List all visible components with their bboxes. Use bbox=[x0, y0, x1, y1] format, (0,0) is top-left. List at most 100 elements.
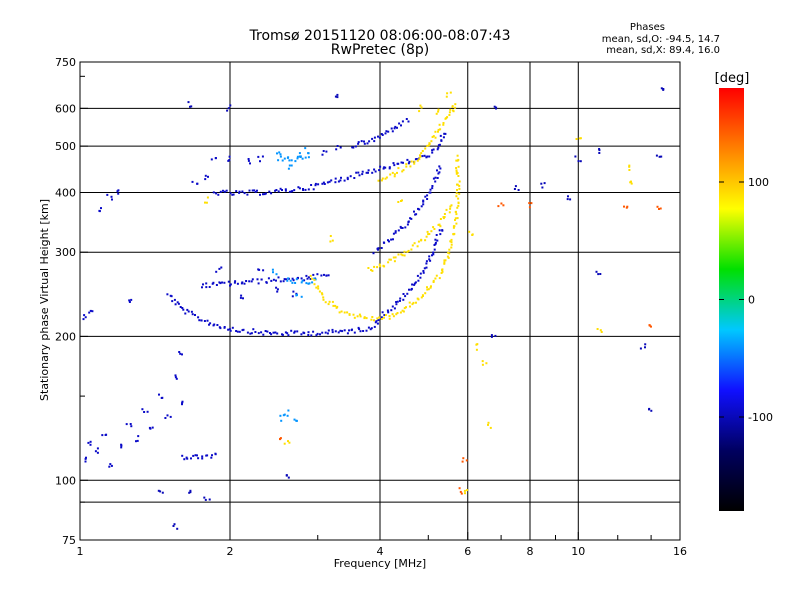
data-point bbox=[197, 457, 200, 460]
data-point bbox=[371, 269, 374, 272]
data-point bbox=[257, 332, 260, 335]
data-point bbox=[397, 229, 400, 232]
data-point bbox=[462, 457, 465, 460]
y-tick-label: 500 bbox=[55, 140, 76, 153]
data-point bbox=[358, 328, 361, 331]
y-tick-label: 750 bbox=[55, 56, 76, 69]
data-point bbox=[288, 159, 291, 162]
data-point bbox=[410, 248, 413, 251]
data-point bbox=[392, 232, 395, 235]
data-point bbox=[387, 311, 390, 314]
data-point bbox=[452, 110, 455, 113]
data-point bbox=[393, 307, 396, 310]
data-point bbox=[595, 270, 598, 273]
data-point bbox=[403, 254, 406, 257]
data-point bbox=[406, 223, 409, 226]
data-point bbox=[216, 324, 219, 326]
data-point bbox=[296, 293, 298, 296]
data-point bbox=[436, 148, 439, 151]
data-point bbox=[279, 187, 282, 190]
data-point bbox=[390, 238, 393, 241]
data-point bbox=[422, 271, 425, 274]
data-point bbox=[449, 207, 452, 210]
data-point bbox=[298, 155, 301, 158]
data-point bbox=[174, 376, 177, 379]
data-point bbox=[410, 160, 413, 163]
data-point bbox=[422, 295, 424, 297]
data-point bbox=[409, 217, 412, 220]
data-point bbox=[300, 277, 303, 280]
data-point bbox=[388, 258, 391, 261]
data-point bbox=[111, 198, 113, 201]
data-point bbox=[405, 118, 408, 120]
data-point bbox=[396, 312, 399, 314]
data-point bbox=[408, 160, 411, 163]
data-point bbox=[249, 162, 251, 165]
data-point bbox=[398, 122, 401, 125]
data-point bbox=[348, 329, 350, 332]
data-point bbox=[457, 204, 460, 207]
data-point bbox=[648, 408, 650, 411]
data-point bbox=[352, 313, 355, 316]
data-point bbox=[198, 319, 201, 322]
data-point bbox=[397, 201, 400, 203]
data-point bbox=[295, 292, 298, 295]
data-point bbox=[141, 408, 144, 411]
data-point bbox=[246, 193, 249, 196]
data-point bbox=[245, 280, 248, 282]
data-point bbox=[315, 334, 318, 337]
data-point bbox=[143, 411, 146, 413]
data-point bbox=[419, 154, 421, 157]
data-point bbox=[397, 167, 400, 170]
data-point bbox=[415, 301, 417, 304]
data-point bbox=[296, 157, 299, 160]
data-point bbox=[370, 327, 373, 330]
data-point bbox=[489, 426, 492, 429]
data-point bbox=[402, 293, 405, 295]
data-point bbox=[388, 315, 391, 318]
data-point bbox=[394, 230, 397, 233]
data-point bbox=[393, 164, 396, 167]
data-point bbox=[358, 313, 361, 316]
data-point bbox=[399, 299, 401, 302]
data-point bbox=[172, 525, 175, 527]
data-point bbox=[426, 286, 428, 289]
data-point bbox=[274, 189, 277, 192]
data-point bbox=[363, 317, 366, 320]
data-point bbox=[448, 211, 451, 214]
data-point bbox=[346, 332, 349, 335]
data-point bbox=[189, 491, 192, 494]
data-point bbox=[408, 288, 410, 291]
colorbar-tick-label: -100 bbox=[748, 411, 773, 424]
data-point bbox=[353, 177, 356, 179]
data-point bbox=[85, 456, 87, 459]
data-point bbox=[280, 419, 283, 422]
data-point bbox=[434, 176, 437, 179]
data-point bbox=[291, 281, 294, 284]
data-point bbox=[235, 190, 238, 193]
data-point bbox=[381, 311, 384, 314]
data-point bbox=[125, 423, 128, 426]
data-point bbox=[399, 311, 402, 314]
data-point bbox=[541, 186, 544, 189]
data-point bbox=[427, 144, 430, 147]
data-point bbox=[219, 282, 222, 285]
y-tick-label: 400 bbox=[55, 186, 76, 199]
data-point bbox=[650, 409, 653, 412]
data-point bbox=[311, 281, 314, 284]
data-point bbox=[283, 413, 286, 416]
data-point bbox=[416, 159, 419, 162]
data-point bbox=[639, 347, 642, 350]
data-point bbox=[294, 282, 297, 284]
data-point bbox=[243, 282, 246, 285]
data-point bbox=[436, 169, 438, 172]
data-point bbox=[659, 207, 662, 210]
data-point bbox=[379, 265, 382, 268]
data-point bbox=[424, 292, 427, 295]
data-point bbox=[251, 189, 254, 192]
data-point bbox=[283, 442, 286, 445]
y-tick-label: 200 bbox=[55, 330, 76, 343]
data-point bbox=[322, 150, 325, 152]
data-point bbox=[428, 255, 431, 258]
data-point bbox=[380, 318, 383, 320]
